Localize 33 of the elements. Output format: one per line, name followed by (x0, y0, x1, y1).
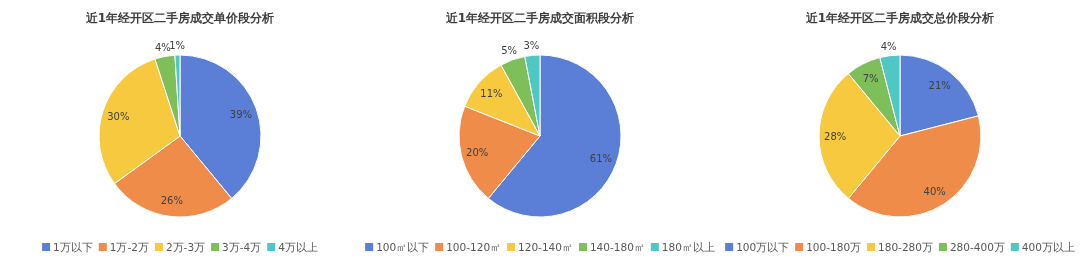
legend-label: 100-120㎡ (446, 241, 502, 253)
data-label: 5% (501, 45, 518, 57)
data-label: 11% (480, 88, 503, 100)
chart-title: 近1年经开区二手房成交单价段分析 (84, 11, 275, 25)
data-label: 4% (880, 40, 897, 52)
legend-label: 140-180㎡ (589, 241, 645, 253)
legend-label: 2万-3万 (165, 241, 206, 253)
legend-label: 1万-2万 (109, 241, 149, 253)
legend-label: 1万以下 (53, 241, 93, 253)
legend-label: 120-140㎡ (518, 241, 573, 253)
legend-label: 100-180万 (806, 241, 862, 253)
data-label: 3% (523, 40, 540, 52)
data-label: 28% (824, 131, 847, 142)
data-label: 7% (862, 73, 879, 85)
data-label: 26% (160, 195, 183, 207)
data-label: 4% (155, 41, 171, 53)
legend-label: 4万以上 (278, 241, 318, 253)
data-label: 1% (169, 40, 186, 52)
legend-label: 180-280万 (878, 241, 933, 253)
chart-title: 近1年经开区二手房成交面积段分析 (444, 11, 635, 25)
legend-label: 100万以下 (736, 241, 790, 253)
data-label: 61% (589, 152, 613, 164)
legend-label: 180㎡以上 (661, 241, 715, 253)
data-label: 40% (923, 185, 946, 197)
data-label: 39% (229, 109, 253, 121)
legend-label: 100㎡以下 (376, 241, 430, 253)
legend-label: 280-400万 (949, 241, 1005, 253)
legend-label: 3万-4万 (222, 241, 262, 253)
legend-label: 400万以上 (1021, 241, 1075, 253)
data-label: 20% (466, 147, 489, 159)
data-label: 30% (107, 110, 130, 122)
data-label: 21% (928, 79, 951, 91)
chart-title: 近1年经开区二手房成交总价段分析 (804, 11, 995, 25)
